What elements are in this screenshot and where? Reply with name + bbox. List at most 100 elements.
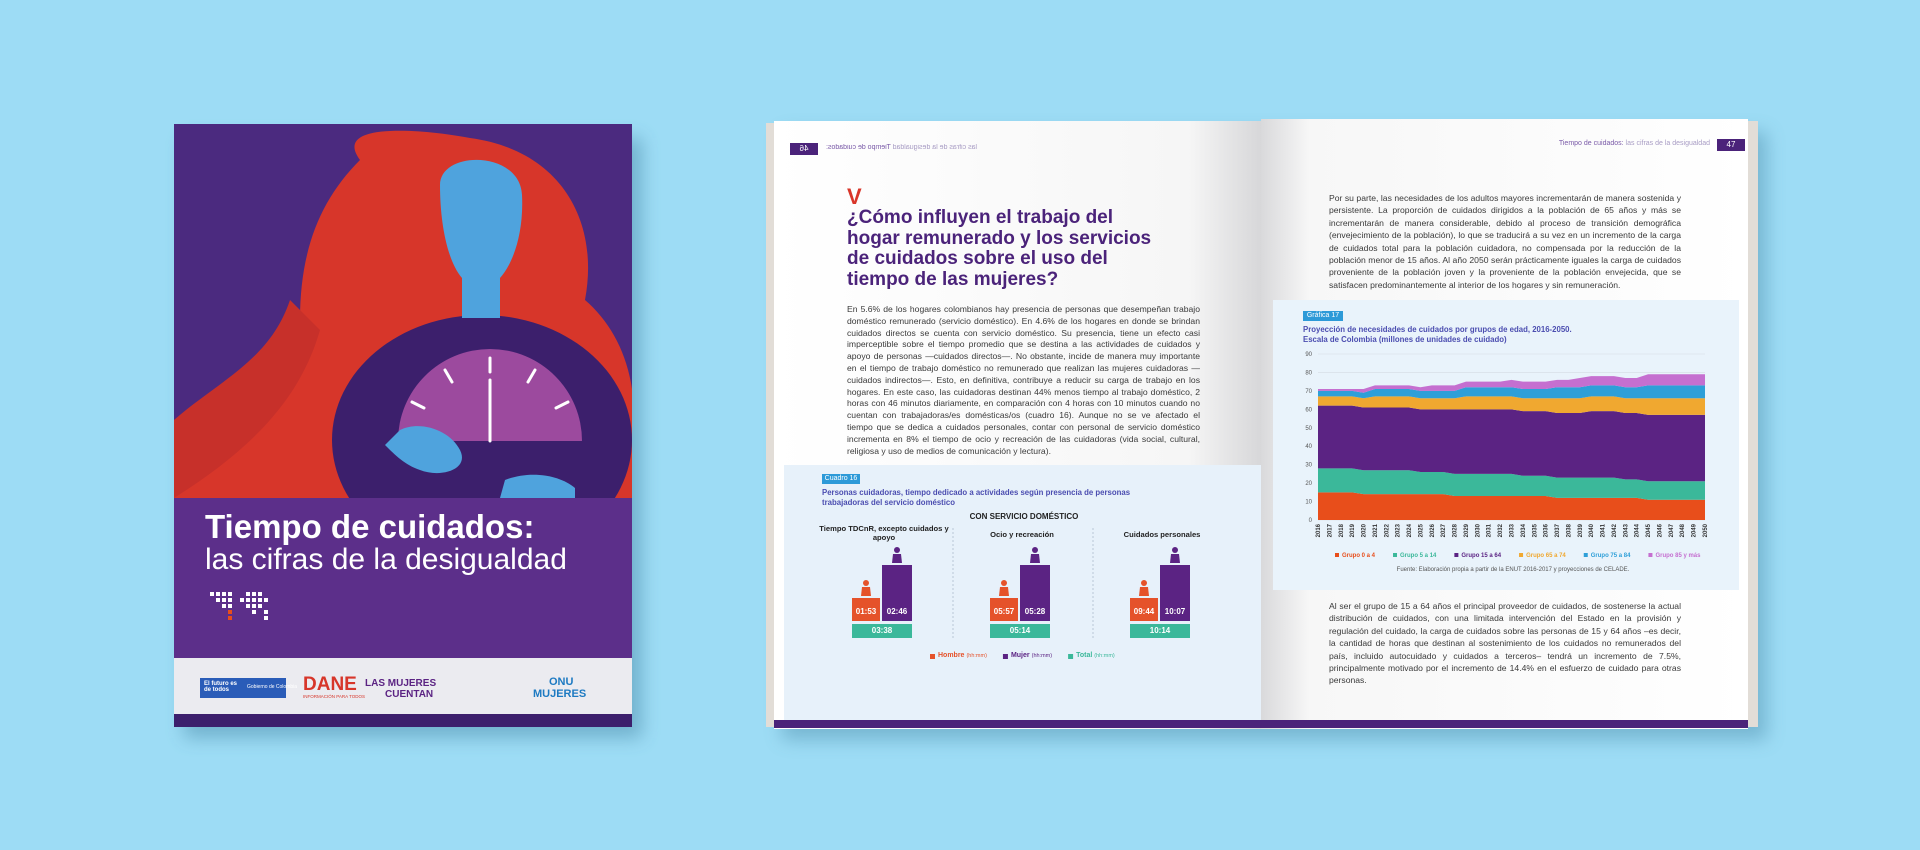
logo-text: DANE (303, 674, 357, 695)
table-label: Cuadro 16 (824, 475, 858, 482)
y-tick-label: 70 (1305, 389, 1312, 395)
logo-text: LAS MUJERES (365, 678, 437, 689)
legend-label: Hombre (938, 652, 965, 659)
running-head: Tiempo de cuidados: las cifras de la des… (1500, 140, 1710, 147)
x-tick-label: 2027 (1441, 523, 1447, 537)
body-paragraph: Al ser el grupo de 15 a 64 años el princ… (1329, 601, 1681, 686)
x-tick-label: 2044 (1635, 523, 1641, 537)
column-title: Cuidados personales (1123, 530, 1201, 539)
person-icon (1170, 554, 1180, 563)
legend-swatch (1068, 654, 1074, 659)
body-paragraph: En 5.6% de los hogares colombianos hay p… (847, 304, 1200, 456)
x-tick-label: 2047 (1669, 523, 1675, 537)
running-head-part: las cifras de la desigualdad (892, 144, 978, 151)
y-tick-label: 80 (1305, 370, 1312, 376)
right-page-number-box (1717, 139, 1745, 151)
legend-label: Mujer (1010, 652, 1030, 659)
total-bar (852, 624, 912, 638)
x-tick-label: 2025 (1418, 523, 1424, 537)
table-group: CON SERVICIO DOMÉSTICO (969, 512, 1079, 521)
person-icon (1139, 587, 1149, 596)
person-icon (1172, 547, 1178, 553)
hombre-bar (990, 598, 1018, 621)
cover-subtitle: las cifras de la desigualdad (205, 543, 567, 576)
x-tick-label: 2032 (1498, 523, 1504, 537)
x-tick-label: 2018 (1339, 523, 1345, 537)
cover-bottom (174, 714, 632, 727)
person-icon (999, 587, 1009, 596)
legend-swatch (1648, 553, 1653, 557)
y-tick-label: 0 (1309, 518, 1313, 524)
x-tick-label: 2029 (1464, 523, 1470, 537)
page-number: 47 (1726, 140, 1736, 149)
person-icon (1141, 580, 1147, 586)
person-icon (892, 554, 902, 563)
legend-swatch (1583, 553, 1588, 557)
legend-label: Grupo 0 a 4 (1342, 553, 1376, 559)
x-tick-label: 2046 (1657, 523, 1663, 537)
legend-unit: (hh:mm) (1031, 653, 1053, 659)
x-tick-label: 2045 (1646, 523, 1652, 537)
mujer-value: 05:28 (1024, 607, 1046, 616)
x-tick-label: 2040 (1589, 523, 1595, 537)
area-band (1318, 405, 1705, 482)
x-tick-label: 2028 (1453, 523, 1459, 537)
logo-text: INFORMACIÓN PARA TODOS (303, 694, 366, 699)
person-icon (863, 580, 869, 586)
x-tick-label: 2034 (1521, 523, 1527, 537)
legend-label: Grupo 5 a 14 (1400, 553, 1437, 559)
chart-subtitle: Escala de Colombia (millones de unidades… (1303, 335, 1507, 344)
legend-swatch (930, 654, 935, 659)
figure-label: Gráfica 17 (1306, 312, 1340, 319)
page-edges (1748, 121, 1758, 727)
x-tick-label: 2030 (1475, 523, 1481, 537)
table-label-box (822, 474, 860, 484)
cover-illustration (174, 130, 632, 498)
x-tick-label: 2049 (1692, 523, 1698, 537)
legend-swatch (1335, 553, 1339, 557)
x-tick-label: 2036 (1544, 523, 1550, 537)
legend-swatch (1519, 553, 1524, 557)
x-tick-label: 2043 (1623, 523, 1629, 537)
legend-label: Grupo 65 a 74 (1526, 553, 1566, 559)
mujer-value: 10:07 (1164, 607, 1186, 616)
x-tick-label: 2020 (1362, 523, 1368, 537)
logo-gobierno-box (200, 678, 286, 698)
x-tick-label: 2024 (1407, 523, 1413, 537)
x-tick-label: 2039 (1578, 523, 1584, 537)
hombre-bar (852, 598, 880, 621)
legend-swatch (1454, 553, 1459, 557)
person-icon (1030, 554, 1040, 563)
figure-label-box (1303, 311, 1343, 321)
y-tick-label: 90 (1305, 352, 1312, 358)
x-tick-label: 2042 (1612, 523, 1618, 537)
table-title: Personas cuidadoras, tiempo dedicado a a… (822, 488, 1131, 507)
y-tick-label: 40 (1305, 444, 1312, 450)
total-value: 10:14 (1149, 626, 1171, 635)
legend-label: Total (1076, 652, 1093, 659)
table-separators (952, 528, 1094, 640)
x-tick-label: 2038 (1566, 523, 1572, 537)
section-heading: ¿Cómo influyen el trabajo del hogar remu… (847, 207, 1152, 290)
x-tick-label: 2026 (1430, 523, 1436, 537)
x-tick-label: 2035 (1532, 523, 1538, 537)
left-page-number-box (790, 143, 818, 155)
cover-title: Tiempo de cuidados: (205, 508, 535, 545)
x-tick-label: 2048 (1680, 523, 1686, 537)
running-head-part: Tiempo de cuidados: (826, 144, 891, 151)
area-band (1318, 468, 1705, 500)
mujer-bar (882, 565, 912, 621)
x-tick-label: 2033 (1510, 523, 1516, 537)
legend-swatch (1002, 654, 1008, 659)
area-band (1318, 374, 1705, 393)
logo-text: MUJERES (533, 688, 587, 700)
total-bar (1130, 624, 1190, 638)
total-value: 03:38 (871, 626, 893, 635)
body-paragraph: Por su parte, las necesidades de los adu… (1329, 193, 1681, 290)
x-tick-label: 2016 (1316, 523, 1322, 537)
cover-band (174, 498, 632, 658)
chart-title: Proyección de necesidades de cuidados po… (1303, 325, 1572, 334)
x-tick-label: 2041 (1601, 523, 1607, 537)
hombre-bar (1130, 598, 1158, 621)
